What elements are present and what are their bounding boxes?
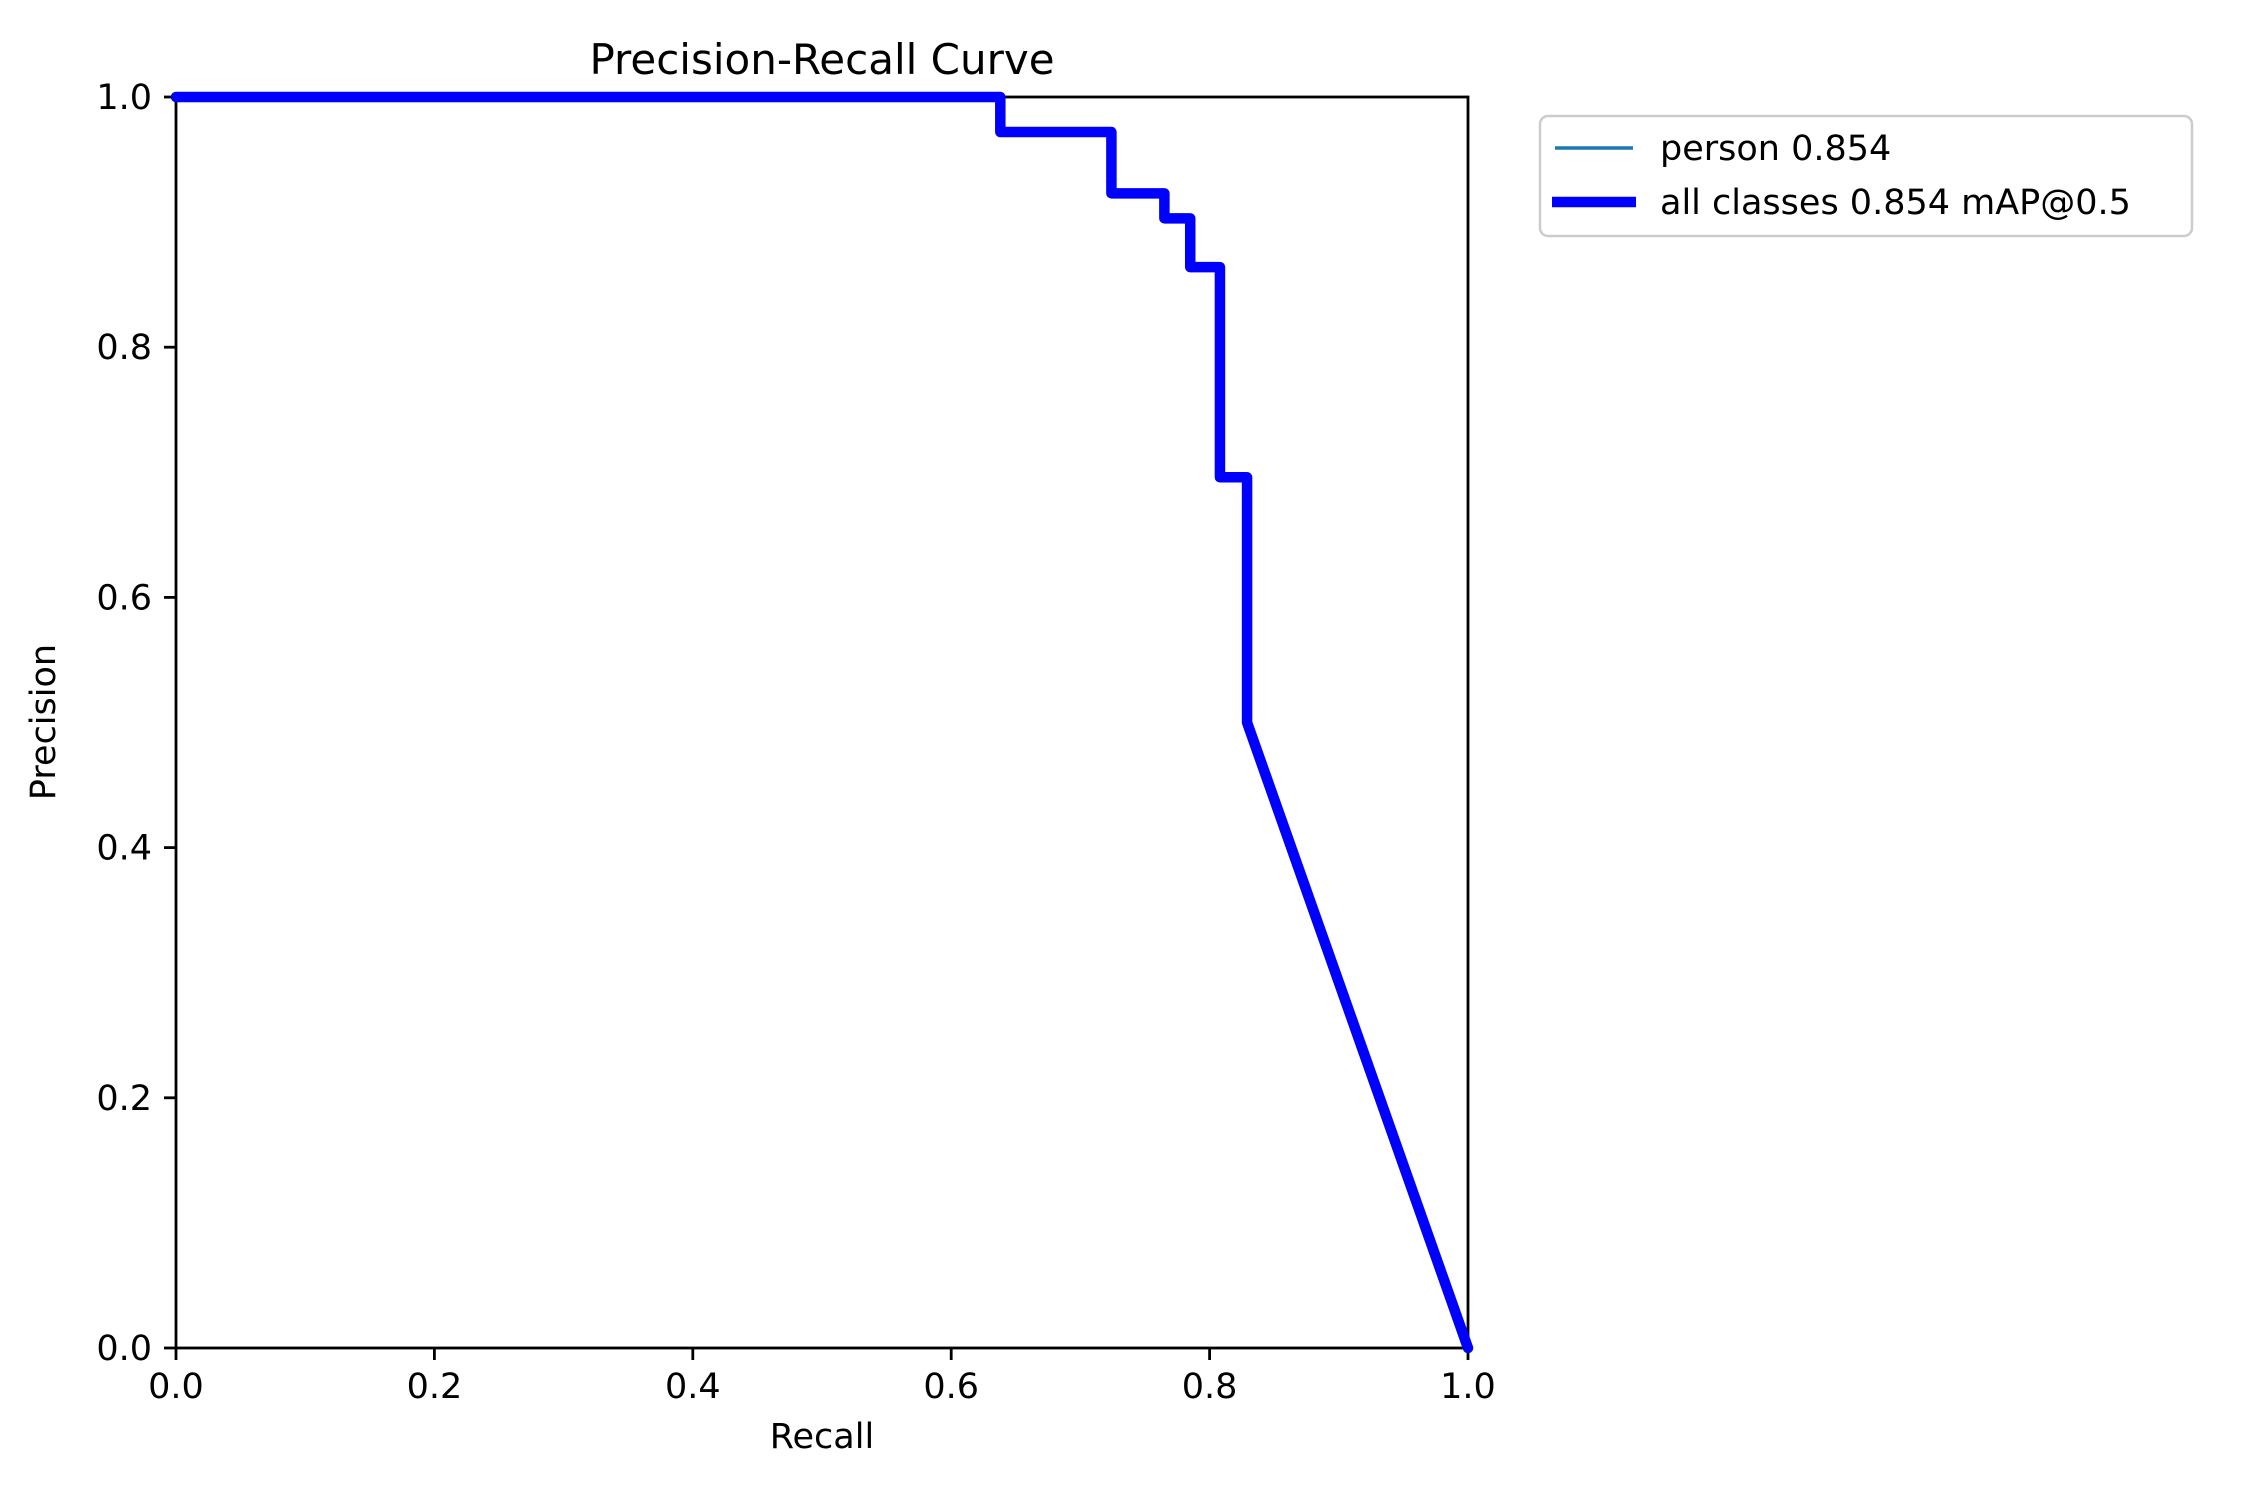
y-tick-label: 1.0 (96, 78, 152, 118)
x-tick-label: 0.8 (1182, 1367, 1238, 1407)
y-tick-label: 0.2 (96, 1079, 152, 1119)
x-ticks: 0.0 0.2 0.4 0.6 0.8 1.0 (148, 1348, 1496, 1407)
x-tick-label: 0.2 (407, 1367, 463, 1407)
series-lines (170, 91, 1474, 1354)
series-line-all-classes (170, 91, 1474, 1354)
x-tick-label: 0.0 (148, 1367, 204, 1407)
y-tick-label: 0.6 (96, 578, 152, 618)
series-line-person (174, 95, 1470, 1350)
legend: person 0.854 all classes 0.854 mAP@0.5 (1538, 114, 2194, 238)
y-tick-label: 0.8 (96, 328, 152, 368)
x-tick-label: 0.6 (923, 1367, 979, 1407)
x-tick-label: 0.4 (665, 1367, 721, 1407)
y-ticks: 0.0 0.2 0.4 0.6 0.8 1.0 (96, 78, 176, 1369)
chart-title: Precision-Recall Curve (589, 35, 1054, 84)
legend-label-all-classes: all classes 0.854 mAP@0.5 (1660, 183, 2131, 223)
y-tick-label: 0.0 (96, 1329, 152, 1369)
y-tick-label: 0.4 (96, 829, 152, 869)
legend-box (1538, 114, 2194, 238)
y-axis-label: Precision (24, 644, 64, 800)
x-tick-label: 1.0 (1440, 1367, 1496, 1407)
axes-spines (174, 95, 1470, 1350)
legend-label-person: person 0.854 (1660, 129, 1891, 169)
x-axis-label: Recall (770, 1417, 874, 1457)
